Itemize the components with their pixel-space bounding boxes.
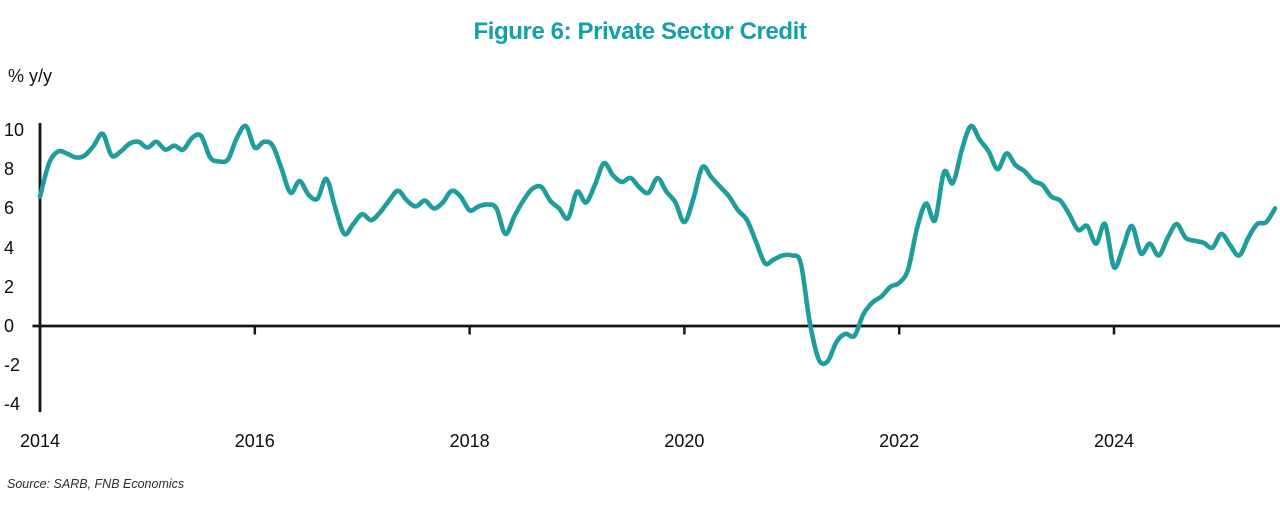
x-tick-label: 2022 xyxy=(879,431,920,451)
y-tick-label: 10 xyxy=(4,120,25,140)
credit-growth-line xyxy=(37,123,1278,367)
y-tick-label: 8 xyxy=(4,159,15,180)
y-tick-label: 6 xyxy=(4,198,15,219)
y-tick-label: 2 xyxy=(4,276,15,297)
chart-title: Figure 6: Private Sector Credit xyxy=(473,18,807,45)
y-tick-label: 4 xyxy=(4,237,15,258)
x-axis-tick-marks xyxy=(253,326,1116,335)
x-tick-label: 2018 xyxy=(449,431,490,451)
x-tick-label: 2024 xyxy=(1093,431,1135,451)
source-note: Source: SARB, FNB Economics xyxy=(7,477,185,491)
x-tick-label: 2016 xyxy=(234,431,275,451)
x-tick-label: 2014 xyxy=(19,431,61,451)
x-tick-label: 2020 xyxy=(664,431,705,451)
y-tick-label: -4 xyxy=(4,394,21,415)
y-axis-unit-label: % y/y xyxy=(8,66,53,86)
y-tick-label: 0 xyxy=(4,316,15,336)
y-tick-label: -2 xyxy=(4,355,21,376)
